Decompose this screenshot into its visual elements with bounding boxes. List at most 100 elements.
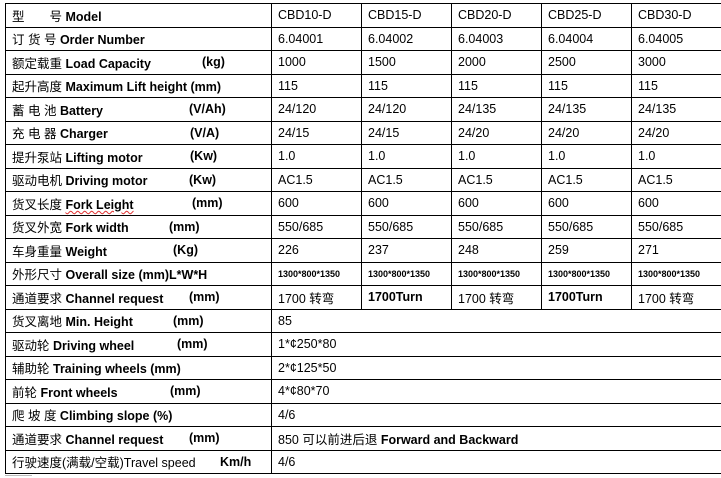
value-cell: 1300*800*1350	[541, 261, 632, 286]
label-english: Charger	[59, 127, 108, 142]
value-cell: AC1.5	[361, 167, 452, 192]
row-label: 货叉离地 Min. Height (mm)	[5, 308, 272, 333]
label-chinese: 充 电 器	[12, 127, 57, 142]
row-label: 额定载重 Load Capacity (kg)	[5, 50, 272, 75]
value-cell: AC1.5	[541, 167, 632, 192]
label-english: Min. Height	[65, 315, 133, 330]
label-chinese: 通道要求	[12, 432, 66, 447]
label-chinese: 蓄 电 池	[12, 103, 57, 118]
label-english: Channel request	[65, 432, 164, 447]
value-cell: 115	[451, 73, 542, 98]
label-english: Load Capacity	[65, 56, 151, 71]
label-english: Climbing slope (%)	[59, 409, 173, 424]
value-cell: 1700Turn	[361, 285, 452, 310]
value-cell: 271	[631, 238, 721, 263]
value-cell: 6.04005	[631, 26, 721, 51]
row-label: 蓄 电 池 Battery (V/Ah)	[5, 97, 272, 122]
table-row: 驱动电机 Driving motor (Kw) AC1.5 AC1.5 AC1.5 AC1…	[5, 167, 721, 192]
row-label: 起升高度 Maximum Lift height (mm)	[5, 73, 272, 98]
label-unit: (kg)	[202, 55, 225, 69]
value-cell: 1.0	[271, 144, 362, 169]
value-cell: 1300*800*1350	[271, 261, 362, 286]
value-cell: 600	[541, 191, 632, 216]
value-cell: 24/20	[541, 120, 632, 145]
value-cell: 600	[631, 191, 721, 216]
label-unit: (mm)	[170, 384, 201, 398]
label-english: Model	[65, 9, 102, 24]
label-unit: (mm)	[189, 290, 220, 304]
table-row: 货叉长度 Fork Leight (mm) 600 600 600 600 600	[5, 191, 721, 216]
row-label: 通道要求 Channel request (mm)	[5, 426, 272, 451]
value-cell: 550/685	[361, 214, 452, 239]
value-cell: CBD15-D	[361, 3, 452, 28]
value-cell-merged: 4/6	[271, 402, 721, 427]
value-cell: 550/685	[541, 214, 632, 239]
value-cell: 1.0	[631, 144, 721, 169]
value-cell: CBD20-D	[451, 3, 542, 28]
value-cell-merged: 850 可以前进后退 Forward and Backward	[271, 426, 721, 451]
value-cell: 1000	[271, 50, 362, 75]
label-chinese: 车身重量	[12, 244, 63, 259]
value-cell: 1300*800*1350	[631, 261, 721, 286]
value-cell: 2500	[541, 50, 632, 75]
label-english: Fork Leight	[65, 197, 134, 212]
table-row: 型 号 Model CBD10-D CBD15-D CBD20-D CBD25-D CBD…	[5, 3, 721, 28]
table-row: 车身重量 Weight (Kg) 226 237 248 259 271	[5, 238, 721, 263]
row-label: 行驶速度(满载/空载)Travel speed Km/h	[5, 449, 272, 474]
row-label: 货叉长度 Fork Leight (mm)	[5, 191, 272, 216]
table-row: 外形尺寸 Overall size (mm)L*W*H 1300*800*1350…	[5, 261, 721, 286]
row-label: 辅助轮 Training wheels (mm)	[5, 355, 272, 380]
label-chinese: 货叉外宽	[12, 221, 63, 236]
value-cell: 115	[361, 73, 452, 98]
table-row: 额定载重 Load Capacity (kg) 1000 1500 2000 2500 30…	[5, 50, 721, 75]
label-english: Training wheels (mm)	[53, 362, 181, 377]
table-row: 提升泵站 Lifting motor (Kw) 1.0 1.0 1.0 1.0 1.0	[5, 144, 721, 169]
label-english: Battery	[59, 103, 104, 118]
value-cell: CBD25-D	[541, 3, 632, 28]
label-chinese: 前轮	[12, 385, 38, 400]
row-label: 订 货 号 Order Number	[5, 26, 272, 51]
table-row: 驱动轮 Driving wheel (mm) 1*¢250*80	[5, 332, 721, 357]
label-unit: (Kw)	[190, 149, 218, 163]
table-row: 起升高度 Maximum Lift height (mm) 115 115 115 11…	[5, 73, 721, 98]
table-row: 订 货 号 Order Number 6.04001 6.04002 6.04003 6…	[5, 26, 721, 51]
table-row: 充 电 器 Charger (V/A) 24/15 24/15 24/20 24/20 24…	[5, 120, 721, 145]
table-row: 通道要求 Channel request (mm) 850 可以前进后退 Forwa…	[5, 426, 721, 451]
row-label: 充 电 器 Charger (V/A)	[5, 120, 272, 145]
value-cell: 1300*800*1350	[361, 261, 452, 286]
label-unit: (V/A)	[190, 125, 220, 140]
value-cell-merged: 2*¢125*50	[271, 355, 721, 380]
value-cell: 115	[631, 73, 721, 98]
value-cell: 550/685	[631, 214, 721, 239]
row-label: 外形尺寸 Overall size (mm)L*W*H	[5, 261, 272, 286]
value-cell: AC1.5	[451, 167, 542, 192]
value-cell: 115	[541, 73, 632, 98]
value-cell: 24/135	[541, 97, 632, 122]
value-cell-merged: 85	[271, 308, 721, 333]
label-chinese: 货叉离地	[12, 315, 63, 330]
label-english: Driving wheel	[52, 338, 135, 353]
value-cell: CBD30-D	[631, 3, 721, 28]
value-cell: AC1.5	[631, 167, 721, 192]
value-cell: 24/120	[271, 97, 362, 122]
table-row: 货叉外宽 Fork width (mm) 550/685 550/685 550/685…	[5, 214, 721, 239]
label-english: Weight	[65, 244, 107, 259]
value-cell: 1300*800*1350	[451, 261, 542, 286]
table-row: 爬 坡 度 Climbing slope (%) 4/6	[5, 402, 721, 427]
row-label: 货叉外宽 Fork width (mm)	[5, 214, 272, 239]
label-chinese: 外形尺寸	[12, 268, 63, 283]
label-unit: (Kw)	[189, 172, 217, 187]
label-chinese: 起升高度	[12, 80, 63, 95]
label-unit: (mm)	[192, 196, 223, 210]
value-cell: 237	[361, 238, 452, 263]
label-chinese: 驱动电机	[12, 174, 63, 189]
value-cell: 1700 转弯	[271, 285, 362, 310]
label-chinese: 货叉长度	[12, 197, 63, 212]
label-english: Order Number	[59, 33, 145, 48]
label-chinese: 额定载重	[12, 56, 66, 71]
value-cell: 24/120	[361, 97, 452, 122]
value-cell: 600	[361, 191, 452, 216]
value-cell: 115	[271, 73, 362, 98]
page-edge-mark	[5, 475, 32, 476]
value-cell: 1700Turn	[541, 285, 632, 310]
